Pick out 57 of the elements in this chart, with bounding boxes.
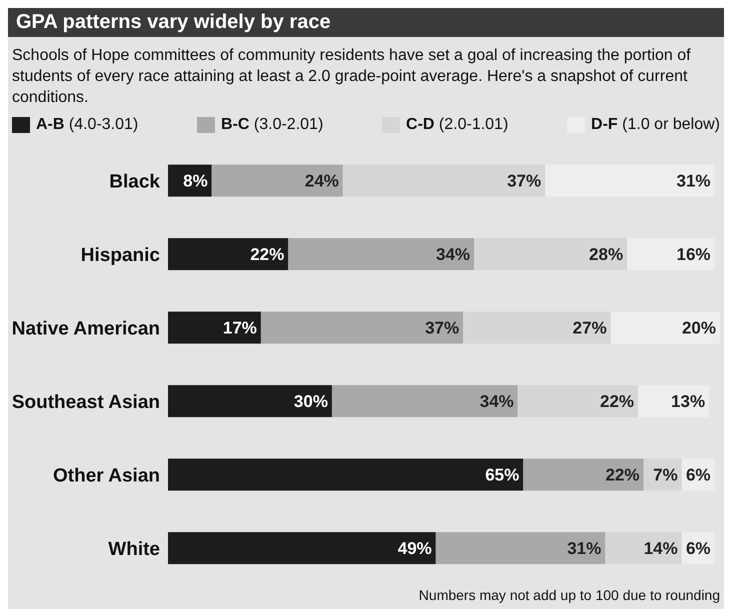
bar [288, 238, 474, 270]
bar [168, 238, 288, 270]
chart-subtitle: Schools of Hope committees of community residents have set a goal of increasing the portion of students of every race attaining at least a 2.0 grade-point average. Here's a snapshot of current conditions. [11, 46, 692, 108]
legend-label: C-D (2.0-1.01) [406, 116, 508, 134]
legend-label: B-C (3.0-2.01) [221, 116, 324, 134]
y-tick-label: Hispanic [80, 244, 160, 266]
y-tick-label: White [108, 538, 160, 560]
data-label: 8% [183, 172, 208, 191]
bar [168, 385, 332, 418]
bar [638, 385, 710, 418]
bar [518, 385, 638, 418]
data-label: 30% [294, 392, 328, 412]
y-tick-label: Black [109, 171, 160, 192]
text: Numbers may not add up to 100 due to rounding [418, 586, 721, 605]
data-label: 27% [572, 318, 607, 338]
data-label: 37% [425, 318, 460, 338]
bar [474, 238, 628, 270]
chart-title: GPA patterns vary widely by race [8, 8, 724, 37]
data-label: 7% [653, 466, 678, 485]
bar [627, 238, 715, 270]
data-label: 16% [676, 245, 711, 264]
bar [610, 312, 720, 344]
bar [545, 164, 715, 197]
data-label: 34% [480, 392, 514, 412]
data-label: 37% [507, 172, 542, 191]
bar [523, 458, 644, 491]
data-label: 31% [567, 539, 602, 558]
legend-label: D-F (1.0 or below) [591, 116, 720, 134]
data-label: 65% [485, 466, 520, 485]
bar [342, 164, 546, 197]
data-label: 22% [600, 392, 634, 412]
bar [332, 385, 518, 418]
y-tick-label: Southeast Asian [12, 392, 160, 413]
data-label: 6% [686, 539, 711, 558]
bar [168, 532, 436, 564]
bar [168, 312, 261, 344]
data-label: 14% [644, 539, 678, 558]
bar [168, 458, 524, 491]
data-label: 28% [589, 245, 624, 264]
data-label: 31% [676, 172, 711, 191]
data-label: 22% [605, 466, 640, 485]
bar [212, 164, 343, 197]
data-label: 6% [686, 466, 711, 485]
data-label: 17% [222, 318, 257, 338]
y-tick-label: Other Asian [53, 465, 160, 486]
legend-label: A-B (4.0-3.01) [36, 116, 138, 134]
y-tick-label: Native American [12, 318, 160, 340]
data-label: 24% [304, 172, 339, 191]
data-label: 13% [671, 392, 706, 412]
data-label: 20% [682, 318, 716, 338]
bar [436, 532, 606, 564]
bar [463, 312, 611, 344]
data-label: 49% [398, 539, 432, 558]
data-label: 34% [436, 245, 470, 264]
bar [260, 312, 464, 344]
data-label: 22% [250, 245, 284, 264]
bar [605, 532, 682, 564]
